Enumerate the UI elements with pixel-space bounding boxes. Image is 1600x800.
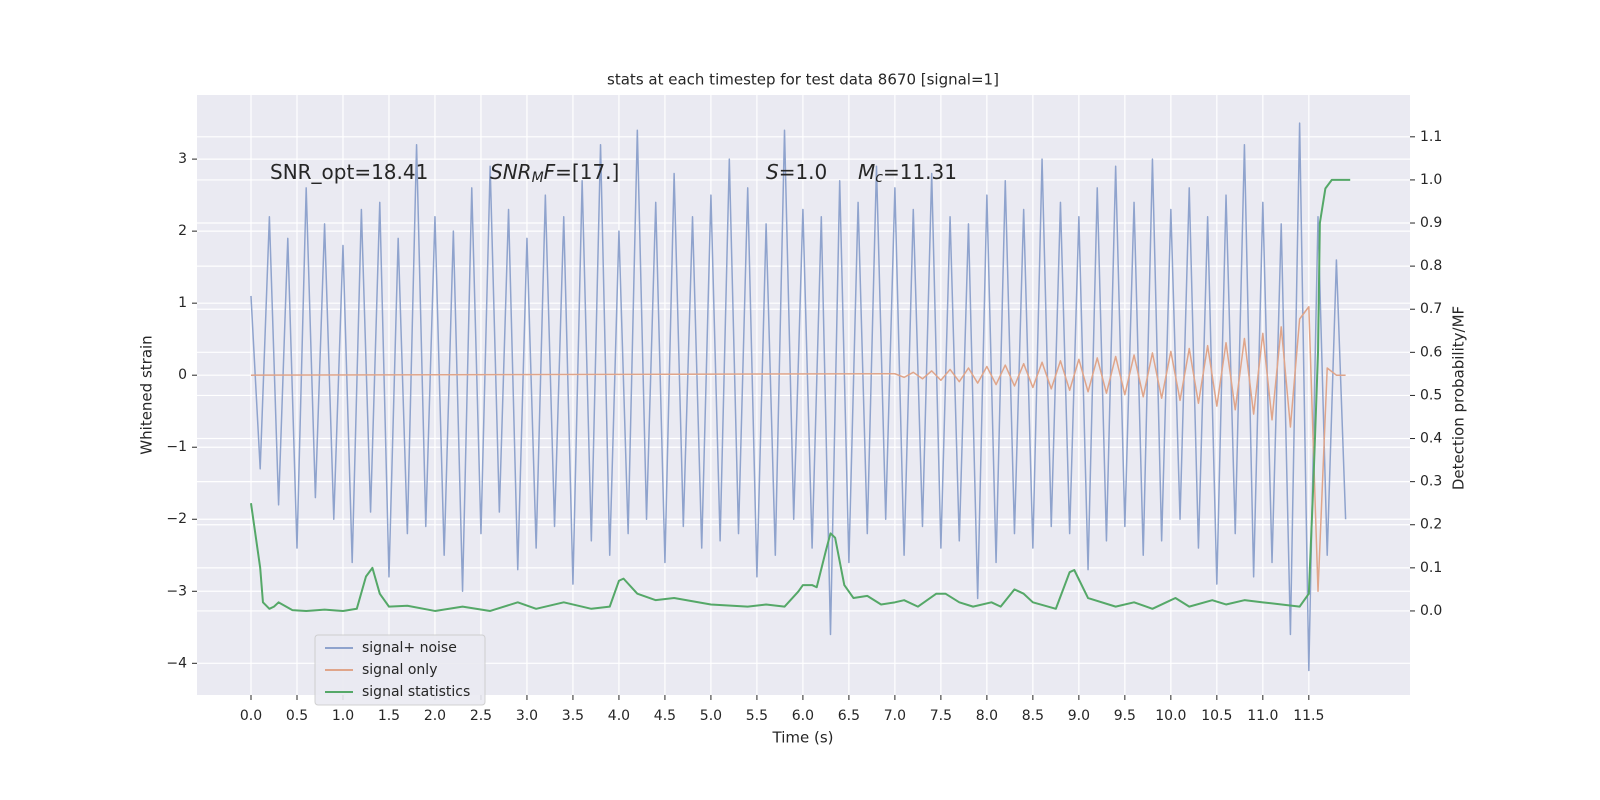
- x-tick-label: 7.5: [930, 708, 952, 724]
- x-tick-label: 2.0: [424, 708, 446, 724]
- annotation: S=1.0: [766, 160, 827, 184]
- legend-label: signal statistics: [362, 684, 470, 700]
- y2-axis-label: Detection probability/MF: [1450, 306, 1468, 490]
- x-tick-label: 8.5: [1022, 708, 1044, 724]
- x-tick-label: 9.0: [1068, 708, 1090, 724]
- series-line: [250, 122, 1347, 672]
- annotation-part: M: [858, 160, 875, 184]
- x-tick-label: 4.0: [608, 708, 630, 724]
- annotation: Mc=11.31: [858, 160, 957, 187]
- y2-tick-label: 0.8: [1420, 258, 1442, 274]
- annotation-part: =1.0: [779, 160, 828, 184]
- y-axis-label: Whitened strain: [138, 335, 156, 454]
- annotation: SNR_opt=18.41: [270, 160, 428, 184]
- y-tick-label: 3: [178, 151, 187, 167]
- y-tick-label: −1: [166, 439, 187, 455]
- y-tick-label: 2: [178, 223, 187, 239]
- y-tick-label: −3: [166, 583, 187, 599]
- y2-tick-label: 0.2: [1420, 517, 1442, 533]
- y2-tick-label: 0.4: [1420, 431, 1442, 447]
- series-line: [250, 306, 1346, 593]
- y2-tick-label: 0.5: [1420, 387, 1442, 403]
- x-tick-label: 6.5: [838, 708, 860, 724]
- x-tick-label: 7.0: [884, 708, 906, 724]
- legend-label: signal+ noise: [362, 640, 457, 656]
- x-tick-label: 5.5: [746, 708, 768, 724]
- x-tick-label: 10.5: [1201, 708, 1232, 724]
- x-axis-label: Time (s): [772, 729, 834, 747]
- x-tick-label: 11.0: [1247, 708, 1278, 724]
- x-tick-label: 4.5: [654, 708, 676, 724]
- x-tick-label: 6.0: [792, 708, 814, 724]
- annotation: SNRMF=[17.]: [490, 160, 619, 187]
- x-tick-label: 0.0: [240, 708, 262, 724]
- x-tick-label: 0.5: [286, 708, 308, 724]
- y2-tick-label: 0.3: [1420, 474, 1442, 490]
- annotation-part: SNR: [490, 160, 532, 184]
- y2-tick-label: 1.0: [1420, 172, 1442, 188]
- y-tick-label: 1: [178, 295, 187, 311]
- y2-tick-label: 0.7: [1420, 301, 1442, 317]
- x-tick-label: 8.0: [976, 708, 998, 724]
- x-tick-label: 11.5: [1293, 708, 1324, 724]
- annotation-part: M: [532, 170, 544, 186]
- x-tick-label: 1.5: [378, 708, 400, 724]
- annotation-part: SNR_opt=18.41: [270, 160, 428, 184]
- annotation-part: =11.31: [883, 160, 957, 184]
- annotation-part: =[17.]: [555, 160, 619, 184]
- x-tick-label: 3.5: [562, 708, 584, 724]
- y2-tick-label: 0.0: [1420, 603, 1442, 619]
- y2-tick-label: 1.1: [1420, 129, 1442, 145]
- y-tick-label: −4: [166, 655, 187, 671]
- x-tick-label: 9.5: [1114, 708, 1136, 724]
- y-tick-label: 0: [178, 367, 187, 383]
- x-tick-label: 1.0: [332, 708, 354, 724]
- y2-tick-label: 0.1: [1420, 560, 1442, 576]
- y2-tick-label: 0.9: [1420, 215, 1442, 231]
- x-tick-label: 2.5: [470, 708, 492, 724]
- annotation-part: S: [766, 160, 779, 184]
- y-tick-label: −2: [166, 511, 187, 527]
- legend-label: signal only: [362, 662, 437, 678]
- x-tick-label: 3.0: [516, 708, 538, 724]
- x-tick-label: 10.0: [1155, 708, 1186, 724]
- annotation-part: c: [875, 170, 883, 186]
- x-tick-label: 5.0: [700, 708, 722, 724]
- y2-tick-label: 0.6: [1420, 344, 1442, 360]
- chart-title: stats at each timestep for test data 867…: [607, 71, 999, 89]
- series-line: [249, 178, 1351, 612]
- annotation-part: F: [544, 160, 556, 184]
- legend-box: [314, 634, 486, 706]
